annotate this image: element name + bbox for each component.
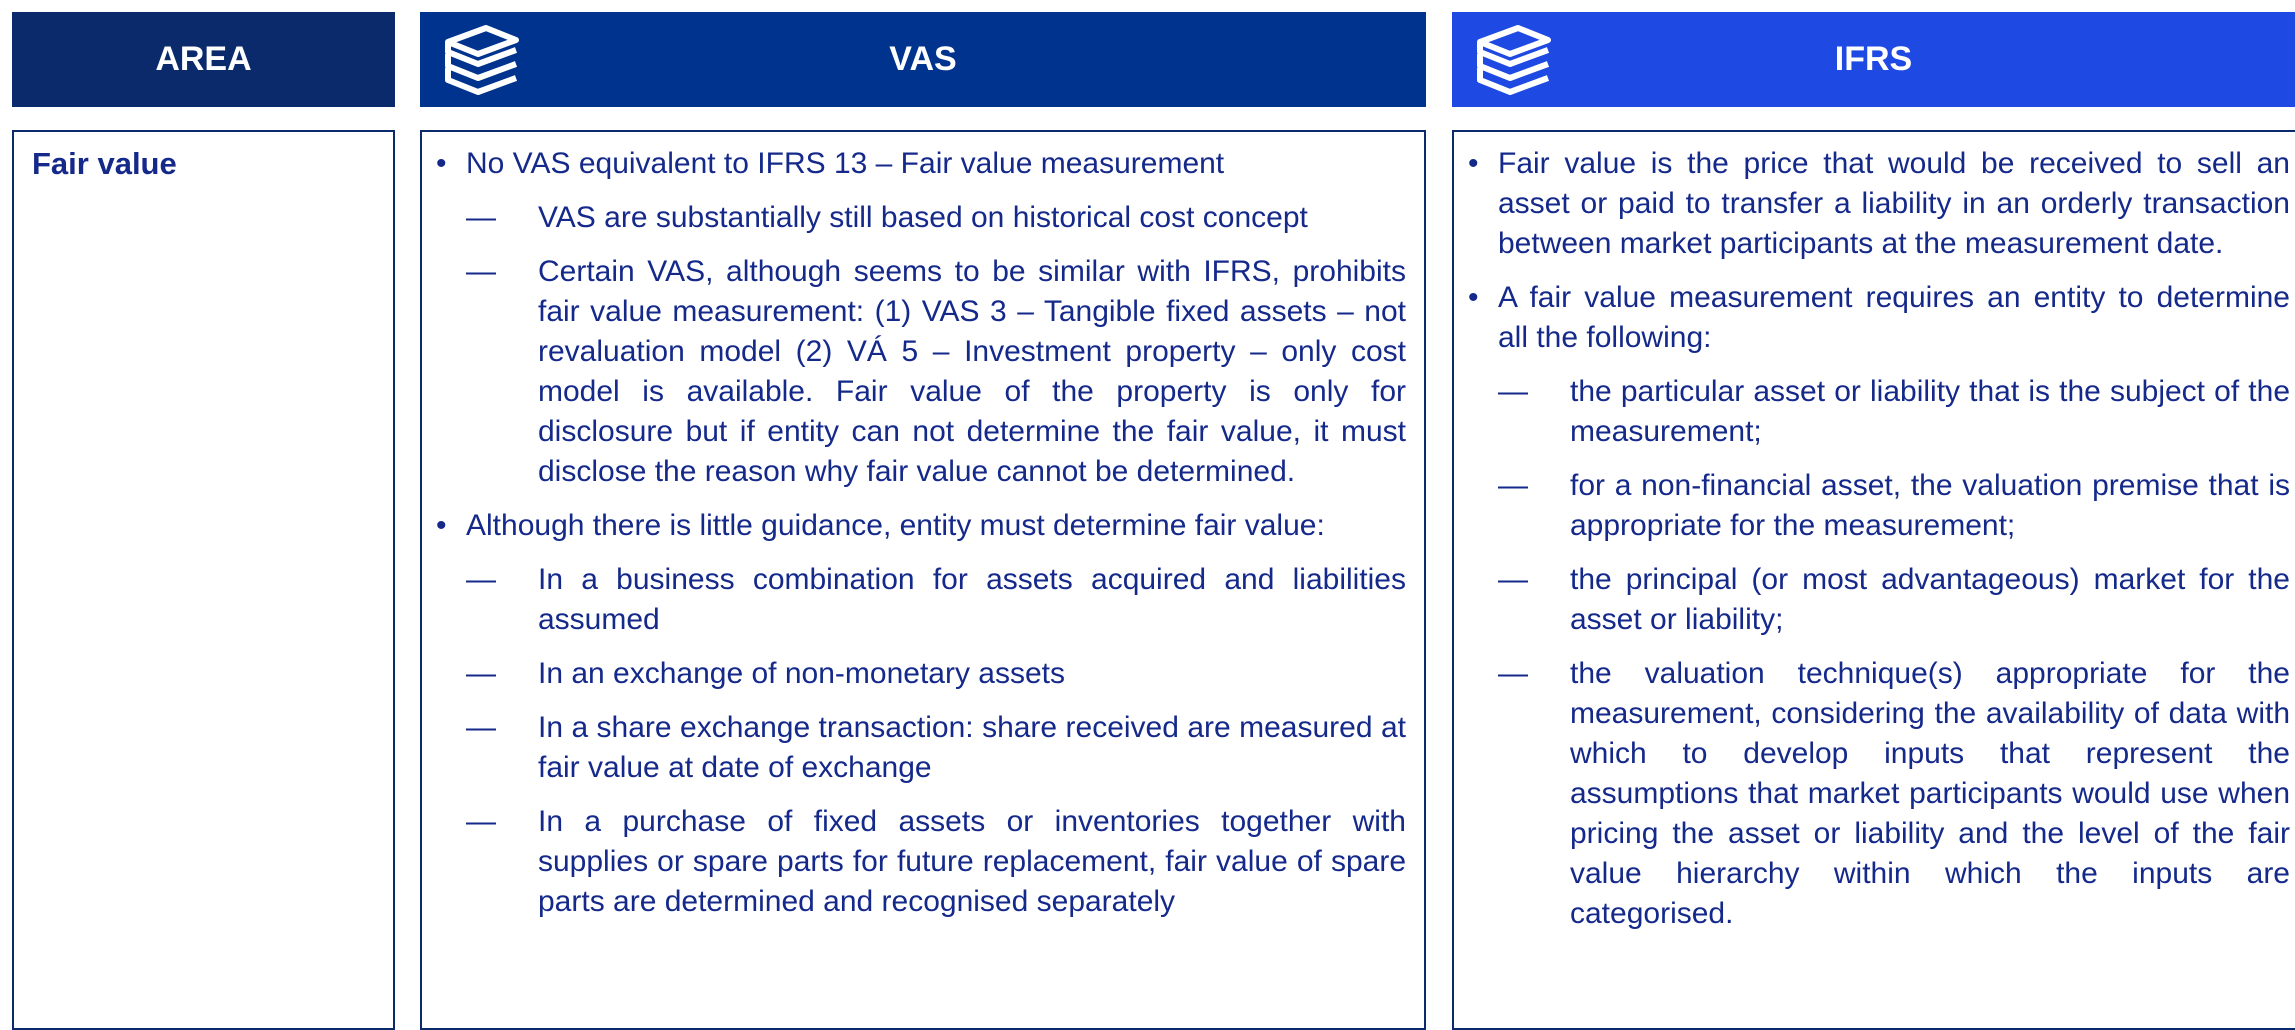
bullet-text: A fair value measurement requires an ent… <box>1498 281 2290 354</box>
page: AREA VAS IFRS Fair value No VAS equivale… <box>0 0 2295 1000</box>
header-vas: VAS <box>420 12 1426 107</box>
header-area: AREA <box>12 12 395 107</box>
header-text: AREA <box>155 40 252 78</box>
vas-cell: No VAS equivalent to IFRS 13 – Fair valu… <box>420 130 1426 1030</box>
bullet-text: No VAS equivalent to IFRS 13 – Fair valu… <box>466 147 1225 180</box>
bullet-item: A fair value measurement requires an ent… <box>1454 278 2290 358</box>
sub-item: the valuation technique(s) appropriate f… <box>1454 654 2290 934</box>
bullet-item: Fair value is the price that would be re… <box>1454 144 2290 264</box>
header-text: IFRS <box>1834 40 1913 78</box>
sub-item: In a purchase of fixed assets or invento… <box>422 802 1406 922</box>
bullet-item: Although there is little guidance, entit… <box>422 506 1406 546</box>
sub-item: In a business combination for assets acq… <box>422 560 1406 640</box>
area-label: Fair value <box>32 146 177 181</box>
books-icon <box>445 25 519 95</box>
sub-item: VAS are substantially still based on his… <box>422 198 1406 238</box>
vas-list: No VAS equivalent to IFRS 13 – Fair valu… <box>422 144 1406 922</box>
books-icon <box>1477 25 1551 95</box>
bullet-text: Fair value is the price that would be re… <box>1498 147 2290 260</box>
sub-item: Certain VAS, although seems to be simila… <box>422 252 1406 492</box>
header-ifrs: IFRS <box>1452 12 2295 107</box>
sub-item: for a non-financial asset, the valuation… <box>1454 466 2290 546</box>
area-cell: Fair value <box>12 130 395 1030</box>
ifrs-list: Fair value is the price that would be re… <box>1454 144 2290 934</box>
header-text: VAS <box>889 40 957 78</box>
sub-item: the principal (or most advantageous) mar… <box>1454 560 2290 640</box>
bullet-item: No VAS equivalent to IFRS 13 – Fair valu… <box>422 144 1406 184</box>
bullet-text: Although there is little guidance, entit… <box>466 509 1325 542</box>
ifrs-cell: Fair value is the price that would be re… <box>1452 130 2295 1030</box>
sub-item: In an exchange of non-monetary assets <box>422 654 1406 694</box>
sub-item: In a share exchange transaction: share r… <box>422 708 1406 788</box>
sub-item: the particular asset or liability that i… <box>1454 372 2290 452</box>
